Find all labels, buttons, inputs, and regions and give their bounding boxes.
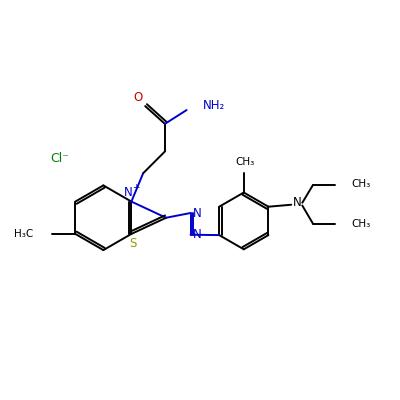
Text: NH₂: NH₂ (203, 99, 226, 112)
Text: N: N (193, 206, 202, 220)
Text: N: N (193, 228, 202, 241)
Text: O: O (134, 91, 143, 104)
Text: +: + (132, 183, 140, 192)
Text: CH₃: CH₃ (235, 157, 254, 167)
Text: N: N (292, 196, 301, 209)
Text: H₃C: H₃C (14, 229, 33, 239)
Text: S: S (130, 237, 137, 250)
Text: CH₃: CH₃ (351, 220, 370, 230)
Text: N: N (124, 186, 132, 199)
Text: CH₃: CH₃ (351, 179, 370, 189)
Text: Cl⁻: Cl⁻ (50, 152, 70, 165)
